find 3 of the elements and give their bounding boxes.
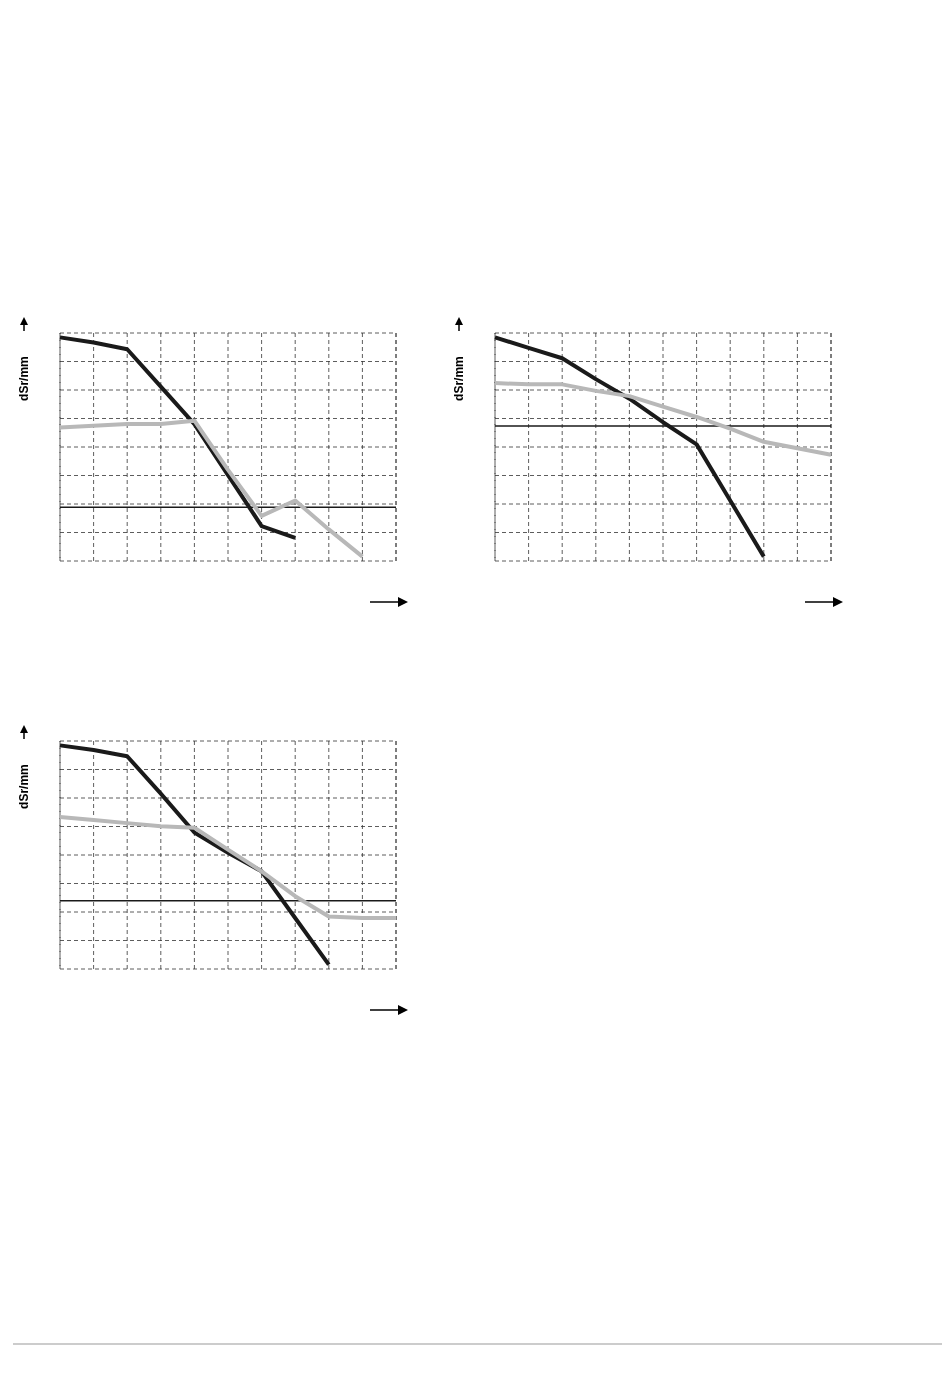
y-axis-title: dSr/mm xyxy=(452,356,466,401)
y-axis-title: dSr/mm xyxy=(17,764,31,809)
y-axis-title: dSr/mm xyxy=(17,356,31,401)
